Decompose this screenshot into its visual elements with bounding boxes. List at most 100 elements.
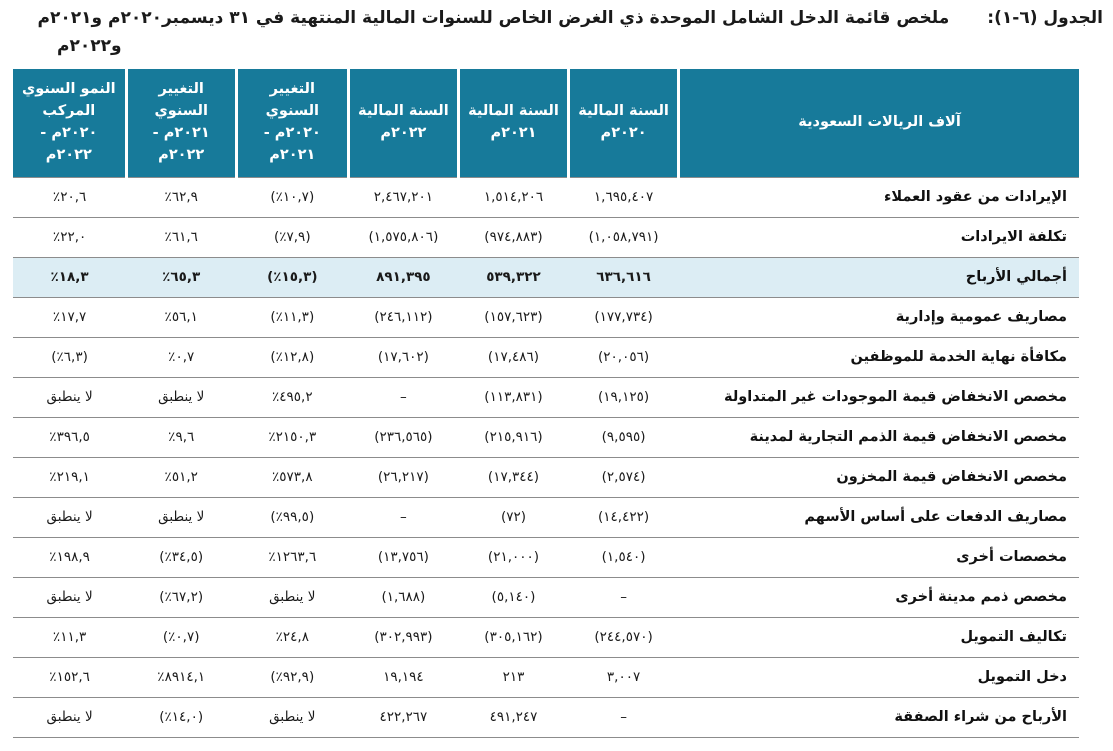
cell-value: (٪١٠,٧) [270,189,315,205]
header-fy2021: السنة المالية ٢٠٢١م [458,69,571,177]
table-row: مخصص الانخفاض قيمة الذمم التجارية لمدينة… [13,417,1079,457]
fy2021-cell: (٥,١٤٠) [458,577,568,617]
row-label-cell: مخصص ذمم مدينة أخرى [895,589,1067,605]
change-2021-2022-cell: (٪٠,٧) [126,617,236,657]
cagr-cell: ٪١٥٢,٦ [13,657,126,697]
cell-value: (٢٠,٠٥٦) [598,349,650,365]
change-2021-2022-cell: ٪٩,٦ [126,417,236,457]
fy2020-cell: (١٤,٤٢٢) [569,497,679,537]
cagr-cell: ٪١١,٣ [13,617,126,657]
cell-value: ٪٢٤,٨ [275,629,309,645]
cell-value: (١٧٧,٧٣٤) [594,309,653,325]
fy2020-cell: – [569,697,679,737]
cell-value: ٪١٧,٧ [52,309,87,325]
fy2021-cell: (٧٢) [458,497,568,537]
change-2020-2021-cell: ٪١٢٦٣,٦ [236,537,348,577]
fy2021-cell: ٢١٣ [458,657,568,697]
cell-value: (٣٠٥,١٦٢) [484,629,543,645]
row-label-cell: مخصصات أخرى [956,549,1067,565]
cell-value: (٪١٥,٣) [267,269,318,285]
cell-value: (١,٥٤٠) [601,549,646,565]
fy2021-cell: (٢١,٠٠٠) [458,537,568,577]
cell-value: ٪٦١,٦ [164,229,198,245]
table-row: مصاريف عمومية وإدارية (١٧٧,٧٣٤) (١٥٧,٦٢٣) (… [13,297,1079,337]
fy2020-cell: ٣,٠٠٧ [569,657,679,697]
change-2020-2021-cell: (٪١٢,٨) [236,337,348,377]
cagr-cell: ٪١٨,٣ [13,257,127,297]
change-2020-2021-cell: ٪٢٤,٨ [236,617,348,657]
cell-value: ٪١١,٣ [52,629,87,645]
cell-value: ٦٣٦,٦١٦ [596,269,651,285]
cell-value: ٪١٥٢,٦ [49,669,90,685]
fy2021-cell: ٥٣٩,٣٢٢ [458,257,569,297]
fy2022-cell: ٢,٤٦٧,٢٠١ [348,177,458,217]
fy2020-cell: (٢٠,٠٥٦) [569,337,679,377]
cell-value: (٪١٢,٨) [270,349,315,365]
header-fy2022: السنة المالية ٢٠٢٢م [348,69,460,177]
cell-value: (٪٩٢,٩) [270,669,315,685]
row-label-cell: مخصص الانخفاض قيمة الموجودات غير المتداو… [724,389,1067,405]
fy2020-cell: – [569,577,679,617]
fy2020-cell: ٦٣٦,٦١٦ [568,257,679,297]
cell-value: ٪٥٧٣,٨ [272,469,313,485]
cell-value: ١,٥١٤,٢٠٦ [483,189,544,205]
cell-value: (٪٦٧,٢) [159,589,204,605]
cell-value: ٪٥١,٢ [164,469,198,485]
fy2022-cell: – [348,497,458,537]
cell-value: ٤٩١,٢٤٧ [489,709,538,725]
cell-value: ٪٥٦,١ [164,309,198,325]
fy2022-cell: ٤٢٢,٢٦٧ [348,697,458,737]
table-row: تكاليف التمويل (٢٤٤,٥٧٠) (٣٠٥,١٦٢) (٣٠٢,٩٩٣… [13,617,1079,657]
cagr-cell: لا ينطبق [13,577,126,617]
cagr-cell: لا ينطبق [13,377,126,417]
cell-value: (١٩,١٢٥) [598,389,650,405]
change-2021-2022-cell: ٪٨٩١٤,١ [126,657,236,697]
fy2022-cell: (٢٦,٢١٧) [348,457,458,497]
change-2021-2022-cell: ٪٦٥,٣ [126,257,237,297]
cell-value: ١,٦٩٥,٤٠٧ [593,189,654,205]
cagr-cell: (٪٦,٣) [13,337,126,377]
change-2021-2022-cell: (٪٦٧,٢) [126,577,236,617]
cell-value: (٣٠٢,٩٩٣) [374,629,433,645]
fy2021-cell: (١٧,٣٤٤) [458,457,568,497]
row-label-cell: مخصص الانخفاض قيمة الذمم التجارية لمدينة [749,429,1067,445]
cell-value: (١,٥٧٥,٨٠٦) [368,229,439,245]
cell-value: ٪٢١٥٠,٣ [268,429,317,445]
table-title-block: الجدول (٦-١): ملخص قائمة الدخل الشامل ال… [0,0,1113,59]
change-2020-2021-cell: ٪٢١٥٠,٣ [236,417,348,457]
table-header: آلاف الريالات السعودية السنة المالية ٢٠٢… [13,69,1079,177]
change-2021-2022-cell: ٪٦٢,٩ [126,177,236,217]
fy2020-cell: (١,٥٤٠) [569,537,679,577]
table-row: تكلفة الايرادات (١,٠٥٨,٧٩١) (٩٧٤,٨٨٣) (١,٥٧… [13,217,1079,257]
cell-value: ٤٢٢,٢٦٧ [379,709,428,725]
cell-value: (١٤,٤٢٢) [598,509,650,525]
fy2022-cell: (١٧,٦٠٢) [348,337,458,377]
table-number-label: الجدول (٦-١): [987,8,1103,28]
cell-value: ٪٠,٧ [168,349,195,365]
fy2020-cell: (٢,٥٧٤) [569,457,679,497]
table-row: مخصص الانخفاض قيمة الموجودات غير المتداو… [13,377,1079,417]
change-2020-2021-cell: ٪٤٩٥,٢ [236,377,348,417]
fy2022-cell: (١,٥٧٥,٨٠٦) [348,217,458,257]
row-label-cell: أجمالي الأرباح [678,257,1079,297]
cell-value: (٧٢) [500,509,527,525]
cell-value: (١٧,٣٤٤) [487,469,540,485]
cell-value: ٢١٣ [502,669,525,685]
cell-value: (١٥٧,٦٢٣) [484,309,543,325]
cell-value: (٢٤٦,١١٢) [374,309,433,325]
change-2021-2022-cell: لا ينطبق [126,377,236,417]
table-row: الإيرادات من عقود العملاء ١,٦٩٥,٤٠٧ ١,٥١٤,… [13,177,1079,217]
fy2021-cell: ١,٥١٤,٢٠٦ [458,177,568,217]
cagr-cell: ٪٣٩٦,٥ [13,417,126,457]
cell-value: لا ينطبق [46,709,93,725]
header-unit: آلاف الريالات السعودية [678,69,1079,177]
cagr-cell: ٪٢٢,٠ [13,217,126,257]
change-2020-2021-cell: (٪٧,٩) [236,217,348,257]
fy2020-cell: (١,٠٥٨,٧٩١) [569,217,679,257]
fy2021-cell: (٢١٥,٩١٦) [458,417,568,457]
change-2021-2022-cell: ٪٠,٧ [126,337,236,377]
fy2022-cell: (١٣,٧٥٦) [348,537,458,577]
cell-value: (٪٠,٧) [162,629,200,645]
change-2021-2022-cell: (٪٣٤,٥) [126,537,236,577]
